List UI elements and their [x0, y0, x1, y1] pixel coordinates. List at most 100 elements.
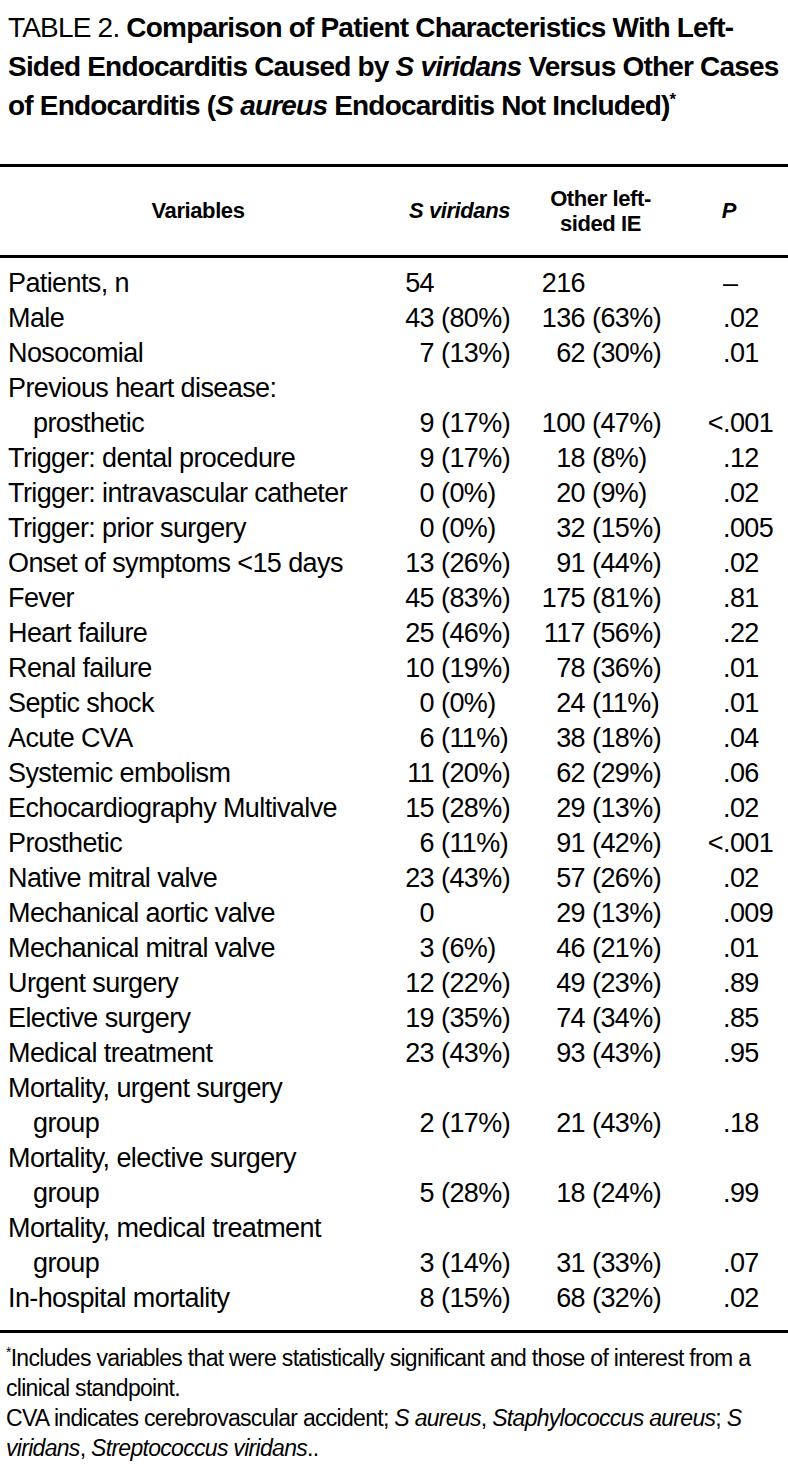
s-viridans-percent: (35%) — [434, 1003, 510, 1033]
p-value-number: .01 — [723, 931, 788, 966]
other-ie-count: 175 — [523, 581, 585, 616]
row-label: Male — [0, 301, 396, 336]
s-viridans-percent: (43%) — [434, 1038, 510, 1068]
other-ie-value: 18(8%) — [523, 441, 658, 476]
s-viridans-count: 10 — [396, 651, 434, 686]
s-viridans-count: 12 — [396, 966, 434, 1001]
s-viridans-count: 3 — [396, 1246, 434, 1281]
p-value: .02 — [658, 476, 788, 511]
p-value-number: .01 — [723, 336, 788, 371]
table-row: Systemic embolism 11(20%) 62(29%) .06 — [0, 756, 788, 791]
p-value-prefix — [658, 756, 723, 791]
row-label: Trigger: prior surgery — [0, 511, 396, 546]
paper-table-figure: TABLE 2. Comparison of Patient Character… — [0, 0, 788, 1468]
p-value-prefix — [658, 791, 723, 826]
s-viridans-percent: (17%) — [434, 443, 510, 473]
p-value-number: .02 — [723, 791, 788, 826]
s-viridans-count: 6 — [396, 721, 434, 756]
other-ie-value: 78(36%) — [523, 651, 658, 686]
p-value-prefix — [658, 476, 723, 511]
other-ie-count: 68 — [523, 1281, 585, 1316]
other-ie-count: 93 — [523, 1036, 585, 1071]
s-viridans-percent: (26%) — [434, 548, 510, 578]
p-value-number: .18 — [723, 1106, 788, 1141]
p-value-prefix — [658, 1106, 723, 1141]
s-viridans-percent: (0%) — [434, 478, 496, 508]
s-viridans-count: 25 — [396, 616, 434, 651]
p-value-number: .005 — [723, 511, 788, 546]
s-viridans-value: 8(15%) — [396, 1281, 523, 1316]
other-ie-percent: (36%) — [585, 653, 661, 683]
s-viridans-percent: (17%) — [434, 1108, 510, 1138]
row-label: Urgent surgery — [0, 966, 396, 1001]
p-value-prefix — [658, 861, 723, 896]
p-value: .005 — [658, 511, 788, 546]
p-value-number: .001 — [723, 406, 788, 441]
s-viridans-value: 15(28%) — [396, 791, 523, 826]
column-header-p: P — [664, 198, 788, 224]
p-value-number: .07 — [723, 1246, 788, 1281]
s-viridans-count: 54 — [396, 266, 434, 301]
p-value-prefix — [658, 371, 723, 406]
p-value: .85 — [658, 1001, 788, 1036]
s-viridans-count: 0 — [396, 476, 434, 511]
s-viridans-value: 0(0%) — [396, 686, 523, 721]
other-ie-count: 49 — [523, 966, 585, 1001]
other-ie-percent: (13%) — [585, 793, 661, 823]
other-ie-percent: (32%) — [585, 1283, 661, 1313]
p-value: .89 — [658, 966, 788, 1001]
other-ie-count: 18 — [523, 1176, 585, 1211]
p-value: .04 — [658, 721, 788, 756]
s-viridans-percent: (17%) — [434, 408, 510, 438]
table-row: Onset of symptoms <15 days 13(26%) 91(44… — [0, 546, 788, 581]
s-viridans-value — [396, 1211, 523, 1246]
p-value-number — [723, 1141, 788, 1176]
p-value: .81 — [658, 581, 788, 616]
p-value-prefix — [658, 266, 723, 301]
s-viridans-percent: (0%) — [434, 688, 496, 718]
p-value-prefix — [658, 581, 723, 616]
other-ie-count: 38 — [523, 721, 585, 756]
s-viridans-value: 45(83%) — [396, 581, 523, 616]
s-viridans-value: 23(43%) — [396, 861, 523, 896]
s-viridans-count: 15 — [396, 791, 434, 826]
other-ie-count: 62 — [523, 756, 585, 791]
p-value-prefix: < — [658, 826, 723, 861]
table-row: Mechanical aortic valve 0 29(13%) .009 — [0, 896, 788, 931]
s-viridans-count: 8 — [396, 1281, 434, 1316]
s-viridans-percent — [434, 1143, 441, 1173]
other-ie-percent: (30%) — [585, 338, 661, 368]
s-viridans-value: 23(43%) — [396, 1036, 523, 1071]
table-row: Renal failure 10(19%) 78(36%) .01 — [0, 651, 788, 686]
p-value-prefix — [658, 931, 723, 966]
other-ie-percent: (34%) — [585, 1003, 661, 1033]
s-viridans-value: 0(0%) — [396, 476, 523, 511]
table-row: group 3(14%) 31(33%) .07 — [0, 1246, 788, 1281]
s-viridans-value — [396, 1071, 523, 1106]
s-viridans-percent: (11%) — [434, 723, 508, 753]
p-value-number: .22 — [723, 616, 788, 651]
p-value-prefix — [658, 1281, 723, 1316]
table-row: Mortality, elective surgery — [0, 1141, 788, 1176]
p-value: .01 — [658, 651, 788, 686]
s-viridans-percent: (83%) — [434, 583, 510, 613]
other-ie-value: 21(43%) — [523, 1106, 658, 1141]
s-viridans-value: 3(6%) — [396, 931, 523, 966]
row-label: Heart failure — [0, 616, 396, 651]
p-value-number — [723, 1211, 788, 1246]
other-ie-value: 136(63%) — [523, 301, 658, 336]
p-value-prefix — [658, 1036, 723, 1071]
table-row: Male 43(80%) 136(63%) .02 — [0, 301, 788, 336]
other-ie-percent — [585, 268, 592, 298]
s-viridans-value: 9(17%) — [396, 406, 523, 441]
other-ie-value: 49(23%) — [523, 966, 658, 1001]
p-value: <.001 — [658, 826, 788, 861]
other-ie-percent — [585, 1143, 592, 1173]
p-value: .07 — [658, 1246, 788, 1281]
other-ie-percent: (13%) — [585, 898, 661, 928]
s-viridans-percent — [434, 268, 441, 298]
p-value-prefix — [658, 966, 723, 1001]
p-value-number: .12 — [723, 441, 788, 476]
other-ie-percent — [585, 373, 592, 403]
s-viridans-count: 43 — [396, 301, 434, 336]
